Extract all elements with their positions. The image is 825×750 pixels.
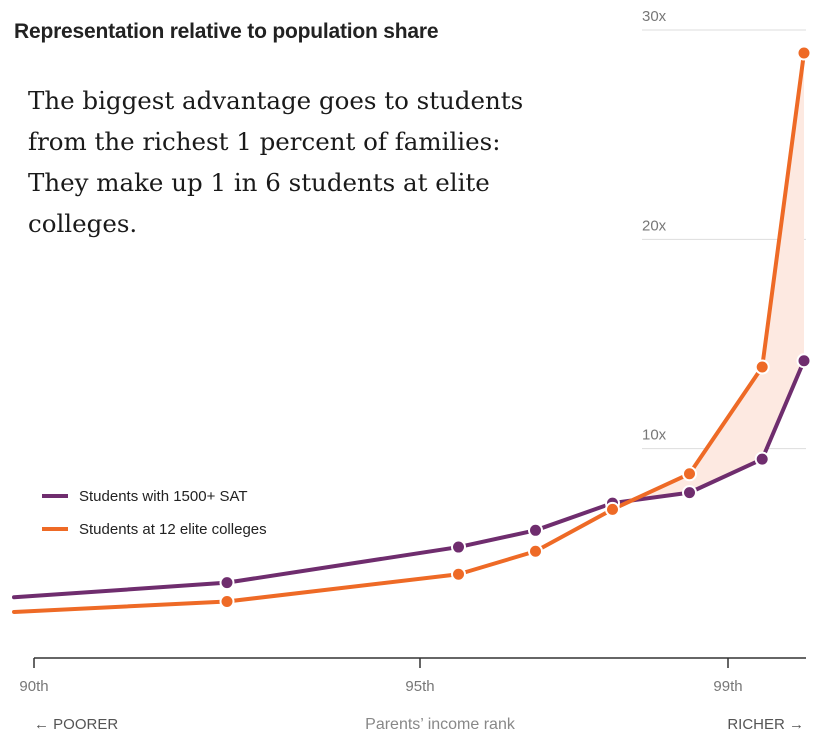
y-tick-label-10: 10x — [642, 427, 667, 444]
series-0-point-2 — [528, 522, 543, 538]
x-tick-label-95: 95th — [405, 678, 434, 695]
series-1-point-1 — [451, 566, 466, 582]
y-tick-label-20: 20x — [642, 217, 667, 234]
legend: Students with 1500+ SAT Students at 12 el… — [42, 488, 267, 538]
series-0-point-6 — [796, 353, 812, 369]
chart-annotation: The biggest advantage goes to students f… — [28, 86, 524, 238]
series-0-point-1 — [451, 539, 466, 555]
series-1-point-4 — [682, 466, 697, 482]
legend-label-1: Students at 12 elite colleges — [79, 521, 267, 538]
series-1-point-0 — [219, 593, 235, 609]
series-markers — [219, 45, 812, 609]
x-axis-footer: ← POORER Parents’ income rank RICHER → — [34, 716, 804, 733]
y-tick-label-30: 30x — [642, 8, 667, 25]
legend-label-0: Students with 1500+ SAT — [79, 488, 248, 505]
series-1-point-2 — [528, 543, 543, 559]
series-1-point-5 — [754, 359, 770, 375]
poorer-label: ← POORER — [34, 716, 118, 733]
x-axis: 90th 95th 99th — [19, 657, 806, 695]
x-tick-label-90: 90th — [19, 678, 48, 695]
series-1-point-6 — [796, 45, 812, 61]
chart-title: Representation relative to population sh… — [14, 20, 439, 43]
richer-label: RICHER → — [727, 716, 804, 733]
series-lines — [12, 51, 806, 614]
shaded-gap-layer — [621, 53, 804, 506]
series-0-point-0 — [219, 575, 235, 591]
series-line-1 — [12, 51, 806, 614]
grid-layer: 10x 20x 30x — [642, 8, 806, 450]
shaded-gap-area — [621, 53, 804, 506]
series-0-point-4 — [682, 485, 697, 501]
x-axis-title: Parents’ income rank — [365, 716, 516, 733]
x-tick-label-99: 99th — [713, 678, 742, 695]
series-0-point-5 — [754, 451, 770, 467]
series-line-0 — [12, 358, 806, 600]
series-1-point-3 — [605, 501, 620, 517]
